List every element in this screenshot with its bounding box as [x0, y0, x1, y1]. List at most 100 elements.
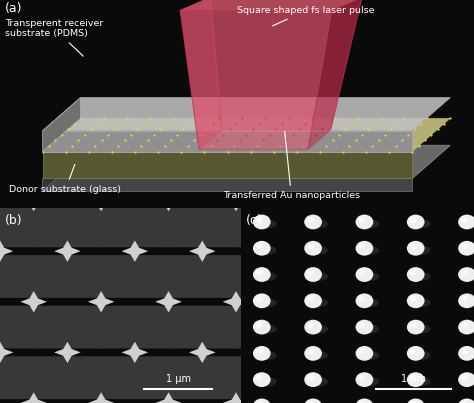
Circle shape [461, 322, 468, 328]
FancyBboxPatch shape [264, 255, 343, 298]
Ellipse shape [360, 272, 379, 281]
Polygon shape [20, 291, 47, 312]
Circle shape [407, 241, 425, 256]
Ellipse shape [462, 246, 474, 255]
FancyBboxPatch shape [196, 154, 276, 197]
Circle shape [356, 293, 373, 308]
FancyBboxPatch shape [163, 204, 242, 247]
Circle shape [358, 217, 365, 223]
Polygon shape [88, 291, 114, 312]
FancyBboxPatch shape [129, 154, 208, 197]
Circle shape [407, 214, 425, 229]
Text: (b): (b) [5, 214, 22, 227]
Circle shape [410, 322, 417, 328]
Circle shape [407, 346, 425, 361]
Polygon shape [0, 139, 13, 161]
Circle shape [356, 214, 373, 229]
Text: Donor substrate (glass): Donor substrate (glass) [9, 164, 121, 194]
Text: (c): (c) [246, 214, 262, 227]
Ellipse shape [411, 246, 430, 255]
Polygon shape [290, 190, 317, 211]
Polygon shape [308, 0, 362, 150]
Circle shape [407, 320, 425, 334]
FancyBboxPatch shape [264, 356, 343, 399]
FancyBboxPatch shape [0, 305, 40, 349]
Polygon shape [324, 241, 350, 262]
Circle shape [307, 243, 314, 249]
Circle shape [304, 293, 322, 308]
Polygon shape [392, 241, 418, 262]
Circle shape [410, 270, 417, 275]
Ellipse shape [257, 298, 277, 307]
Circle shape [356, 241, 373, 256]
Ellipse shape [309, 220, 328, 229]
FancyBboxPatch shape [230, 103, 310, 146]
Circle shape [307, 401, 314, 403]
Polygon shape [189, 139, 216, 161]
Ellipse shape [257, 220, 277, 229]
Circle shape [358, 296, 365, 301]
Polygon shape [54, 241, 81, 262]
Circle shape [461, 296, 468, 301]
FancyBboxPatch shape [196, 255, 276, 298]
Polygon shape [43, 131, 412, 152]
Circle shape [410, 296, 417, 301]
Circle shape [256, 217, 263, 223]
Circle shape [458, 241, 474, 256]
Polygon shape [223, 89, 249, 110]
Circle shape [304, 372, 322, 387]
Circle shape [407, 372, 425, 387]
Polygon shape [290, 291, 317, 312]
FancyBboxPatch shape [27, 103, 107, 146]
Polygon shape [324, 342, 350, 363]
FancyBboxPatch shape [27, 305, 107, 349]
Circle shape [253, 267, 271, 282]
FancyBboxPatch shape [0, 255, 6, 298]
Circle shape [358, 349, 365, 354]
Ellipse shape [462, 220, 474, 229]
Ellipse shape [411, 272, 430, 281]
Ellipse shape [411, 220, 430, 229]
FancyBboxPatch shape [95, 204, 174, 247]
FancyBboxPatch shape [297, 305, 377, 349]
Polygon shape [256, 139, 283, 161]
FancyBboxPatch shape [0, 255, 73, 298]
Circle shape [307, 375, 314, 380]
Polygon shape [88, 89, 114, 110]
Circle shape [256, 296, 263, 301]
Ellipse shape [257, 377, 277, 386]
Circle shape [410, 349, 417, 354]
Ellipse shape [309, 246, 328, 255]
Polygon shape [290, 392, 317, 403]
Circle shape [307, 349, 314, 354]
Ellipse shape [257, 246, 277, 255]
Text: (a): (a) [5, 2, 22, 15]
FancyBboxPatch shape [62, 255, 141, 298]
Circle shape [253, 214, 271, 229]
Polygon shape [290, 89, 317, 110]
Polygon shape [357, 291, 384, 312]
Polygon shape [155, 392, 182, 403]
FancyBboxPatch shape [264, 154, 343, 197]
Polygon shape [54, 139, 81, 161]
Polygon shape [425, 392, 451, 403]
Circle shape [461, 375, 468, 380]
Circle shape [407, 267, 425, 282]
Polygon shape [180, 10, 332, 150]
Ellipse shape [360, 220, 379, 229]
FancyBboxPatch shape [62, 154, 141, 197]
Text: 1 µm: 1 µm [401, 374, 426, 384]
Polygon shape [425, 89, 451, 110]
Circle shape [304, 214, 322, 229]
Circle shape [458, 214, 474, 229]
Circle shape [253, 399, 271, 403]
Circle shape [461, 243, 468, 249]
Polygon shape [357, 190, 384, 211]
Circle shape [304, 399, 322, 403]
Circle shape [307, 296, 314, 301]
Ellipse shape [462, 298, 474, 307]
Polygon shape [357, 89, 384, 110]
Circle shape [461, 217, 468, 223]
Text: Square shaped fs laser pulse: Square shaped fs laser pulse [237, 6, 374, 26]
FancyBboxPatch shape [230, 204, 310, 247]
